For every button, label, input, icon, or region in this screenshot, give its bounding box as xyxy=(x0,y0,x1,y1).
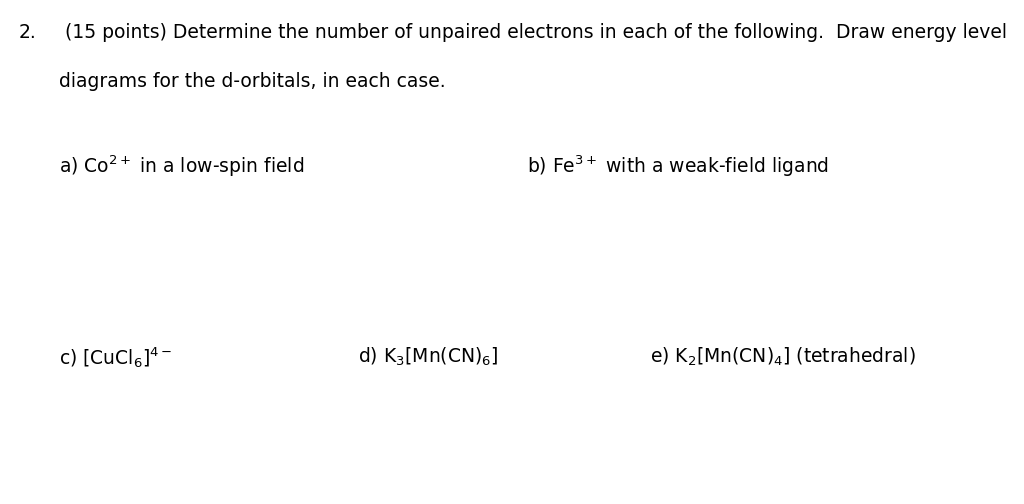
Text: 2.: 2. xyxy=(18,23,36,42)
Text: e) K$_2$[Mn(CN)$_4$] (tetrahedral): e) K$_2$[Mn(CN)$_4$] (tetrahedral) xyxy=(650,345,916,367)
Text: c) [CuCl$_6$]$^{4-}$: c) [CuCl$_6$]$^{4-}$ xyxy=(59,345,173,370)
Text: (15 points) Determine the number of unpaired electrons in each of the following.: (15 points) Determine the number of unpa… xyxy=(59,23,1008,42)
Text: d) K$_3$[Mn(CN)$_6$]: d) K$_3$[Mn(CN)$_6$] xyxy=(358,345,499,367)
Text: b) Fe$^{3+}$ with a weak-field ligand: b) Fe$^{3+}$ with a weak-field ligand xyxy=(527,154,829,179)
Text: diagrams for the d-orbitals, in each case.: diagrams for the d-orbitals, in each cas… xyxy=(59,72,446,91)
Text: a) Co$^{2+}$ in a low-spin field: a) Co$^{2+}$ in a low-spin field xyxy=(59,154,304,179)
